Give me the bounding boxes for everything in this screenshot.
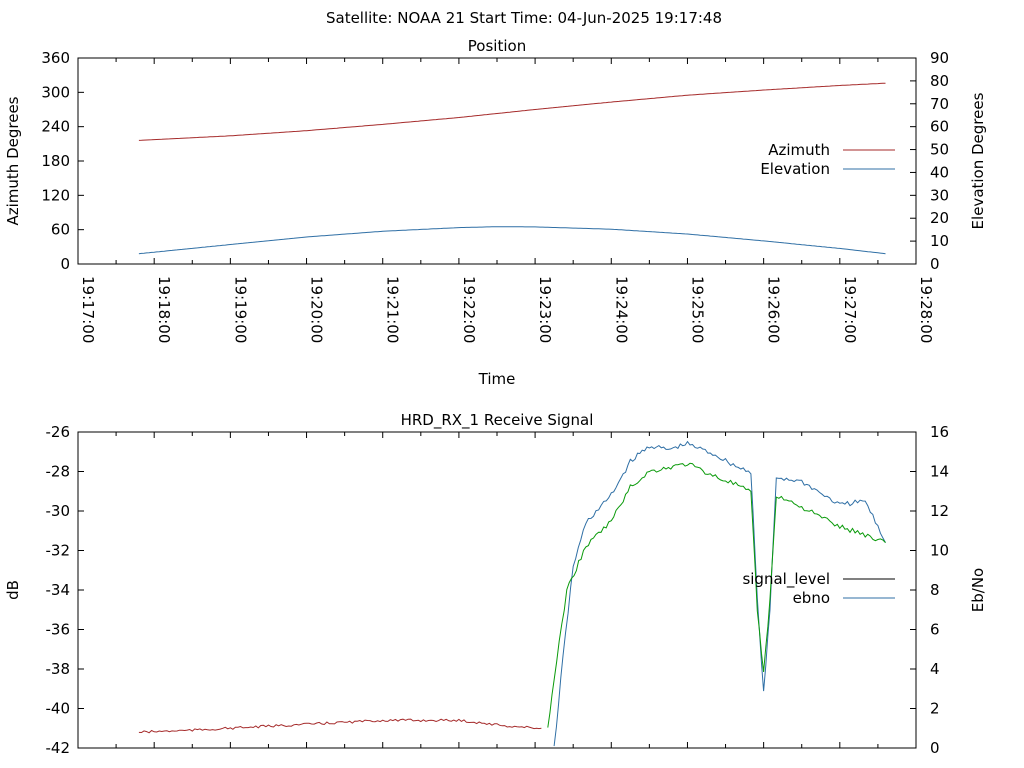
y2-tick-label: 10: [930, 232, 949, 250]
series-line-series-3: [138, 718, 542, 734]
legend-label: Azimuth: [768, 141, 830, 159]
y-tick-label: -32: [46, 542, 71, 560]
legend-label: Elevation: [760, 160, 830, 178]
y2-axis-label: Elevation Degrees: [969, 92, 987, 229]
y-tick-label: -26: [46, 423, 71, 441]
y2-tick-label: 2: [930, 700, 940, 718]
x-tick-label: 19:28:00: [917, 276, 935, 343]
y2-tick-label: 40: [930, 163, 949, 181]
receive-signal-chart: HRD_RX_1 Receive Signal -42 -40 -38 -36 -34 -3…: [4, 411, 987, 757]
x-tick-label: 19:24:00: [612, 276, 630, 343]
x-tick-label: 19:23:00: [536, 276, 554, 343]
y-tick-label: 180: [41, 152, 70, 170]
y2-tick-label: 80: [930, 72, 949, 90]
series-line-series-2: [547, 462, 886, 728]
x-tick-label: 19:22:00: [460, 276, 478, 343]
y2-tick-label: 30: [930, 186, 949, 204]
y-tick-label: 300: [41, 83, 70, 101]
y2-tick-label: 8: [930, 581, 940, 599]
y-tick-label: -34: [46, 581, 71, 599]
y2-tick-label: 10: [930, 542, 949, 560]
x-axis-label: Time: [478, 370, 516, 388]
series-line-ebno: [553, 440, 886, 747]
position-chart: Position 0 60 120 180 240 300 360 0 10 20 30 40 50 60 7…: [4, 37, 987, 388]
y-tick-label: -36: [46, 621, 71, 639]
y-tick-label: -28: [46, 463, 71, 481]
y2-tick-label: 20: [930, 209, 949, 227]
y-tick-label: 120: [41, 186, 70, 204]
y-tick-label: -38: [46, 660, 71, 678]
y-axis-label: dB: [4, 580, 22, 600]
y2-tick-label: 4: [930, 660, 940, 678]
chart-title: HRD_RX_1 Receive Signal: [401, 411, 594, 430]
y2-tick-label: 90: [930, 49, 949, 67]
y2-tick-label: 0: [930, 739, 940, 757]
y-tick-label: -42: [46, 739, 71, 757]
y2-tick-label: 6: [930, 621, 940, 639]
legend-label: ebno: [793, 589, 830, 607]
y-axis-label: Azimuth Degrees: [4, 96, 22, 225]
plot-frame: [77, 431, 917, 749]
x-tick-label: 19:26:00: [765, 276, 783, 343]
page-title: Satellite: NOAA 21 Start Time: 04-Jun-20…: [326, 9, 722, 27]
x-tick-label: 19:17:00: [79, 276, 97, 343]
legend-label: signal_level: [742, 570, 830, 589]
series-line-Elevation: [138, 226, 886, 255]
x-tick-label: 19:21:00: [384, 276, 402, 343]
y-tick-label: 0: [60, 255, 70, 273]
x-tick-label: 19:25:00: [688, 276, 706, 343]
y2-tick-label: 70: [930, 95, 949, 113]
y-tick-label: -40: [46, 700, 71, 718]
y-tick-label: 360: [41, 49, 70, 67]
x-tick-label: 19:18:00: [155, 276, 173, 343]
y2-tick-label: 50: [930, 141, 949, 159]
chart-title: Position: [468, 37, 526, 55]
y2-tick-label: 14: [930, 463, 949, 481]
x-tick-label: 19:27:00: [841, 276, 859, 343]
x-tick-label: 19:20:00: [308, 276, 326, 343]
y2-tick-label: 60: [930, 118, 949, 136]
y-tick-label: 60: [51, 221, 70, 239]
y2-tick-label: 0: [930, 255, 940, 273]
y-tick-label: -30: [46, 502, 71, 520]
y2-tick-label: 12: [930, 502, 949, 520]
y-tick-label: 240: [41, 118, 70, 136]
y2-tick-label: 16: [930, 423, 949, 441]
x-tick-label: 19:19:00: [231, 276, 249, 343]
y2-axis-label: Eb/No: [969, 568, 987, 612]
series-line-Azimuth: [138, 82, 886, 141]
